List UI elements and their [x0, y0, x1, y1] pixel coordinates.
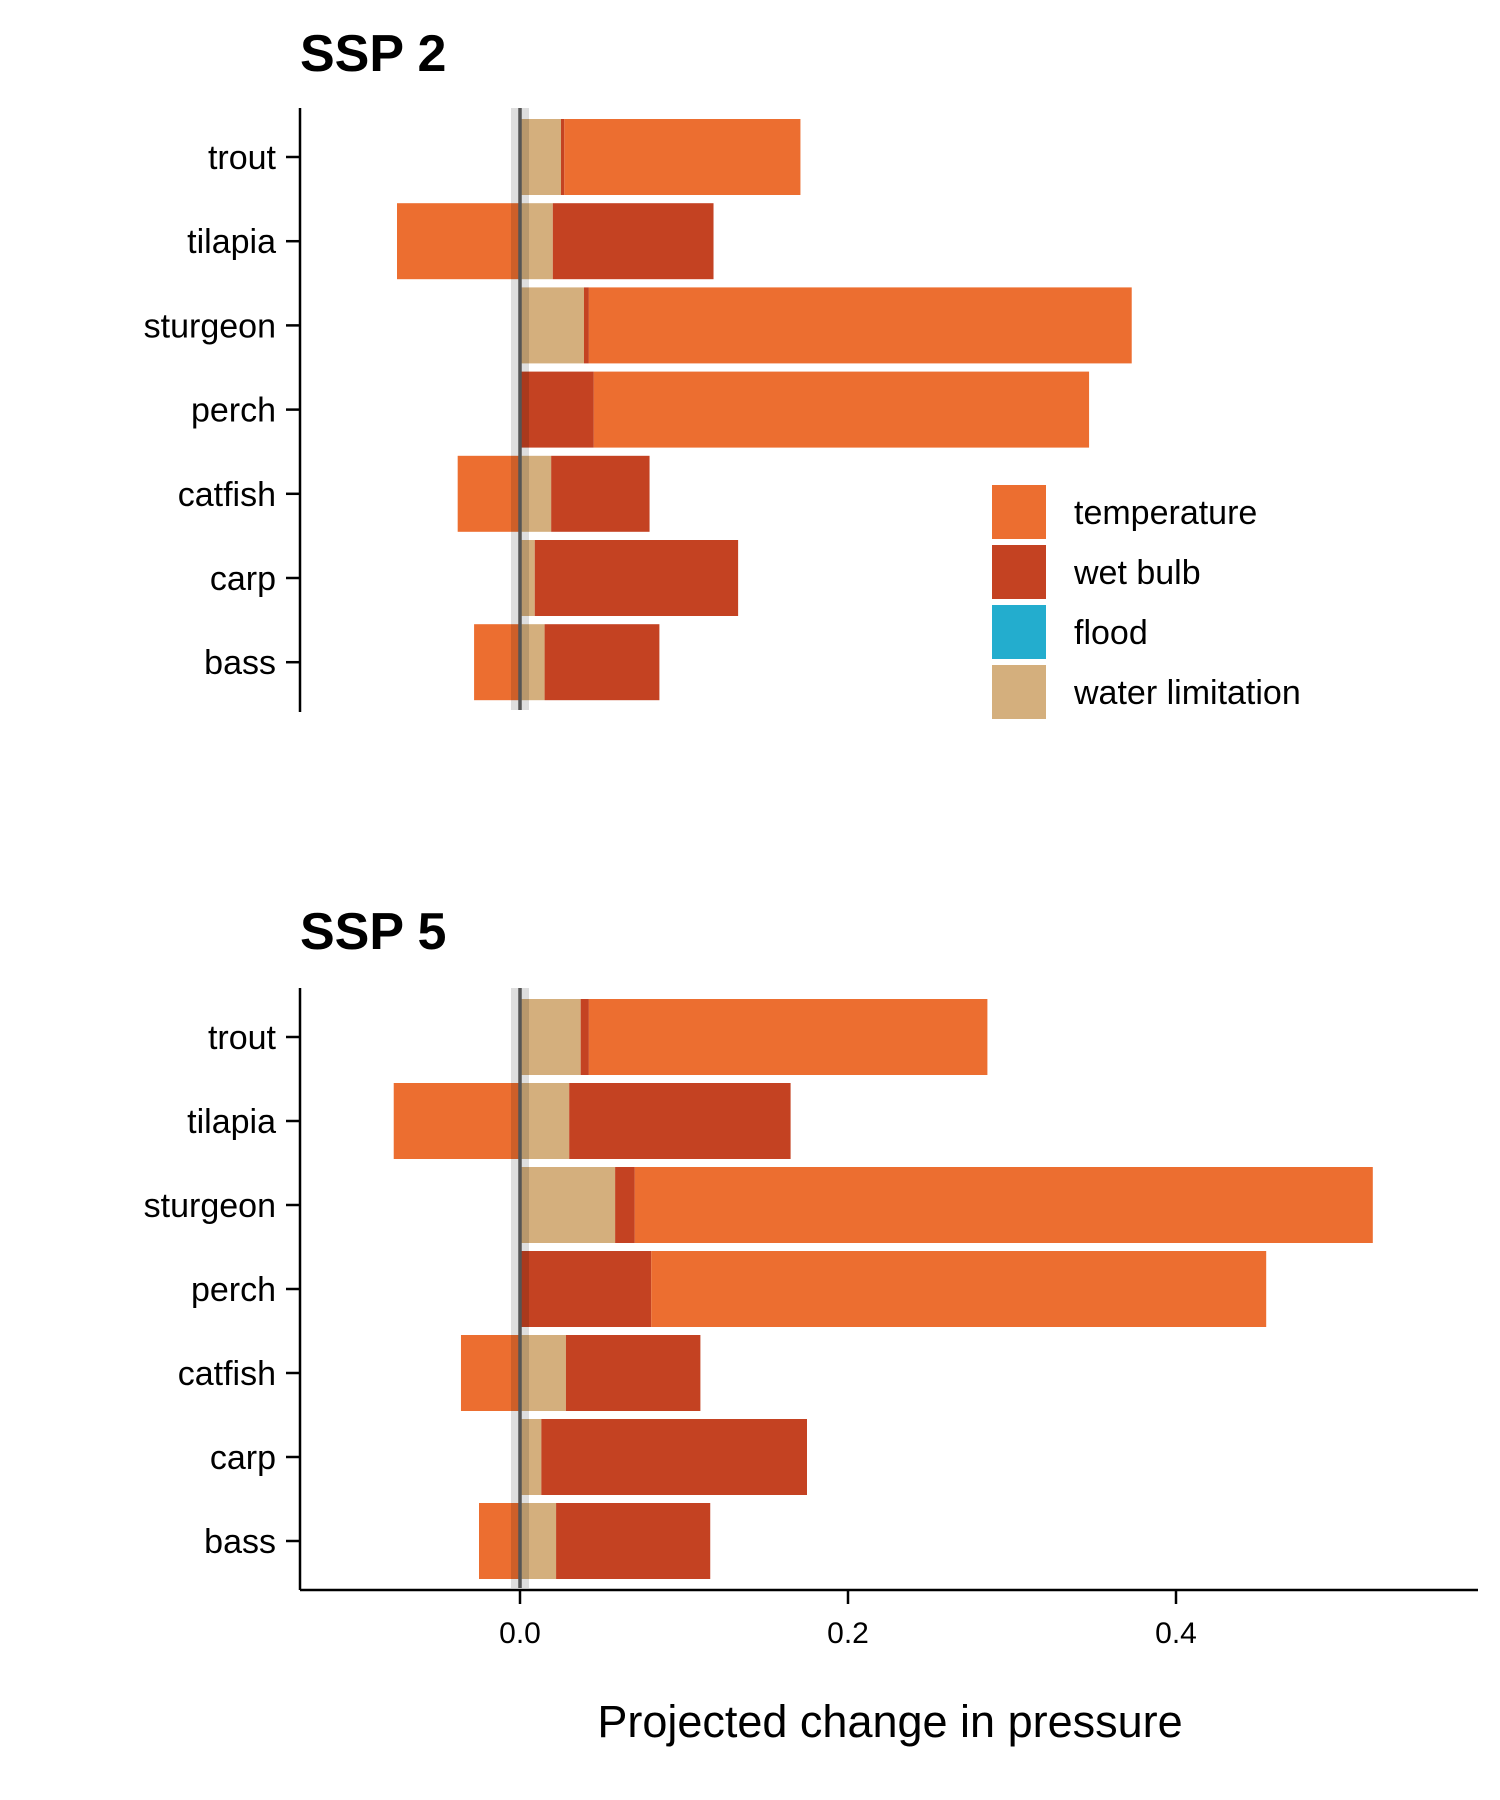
- x-tick-label: 0.4: [1155, 1617, 1197, 1650]
- x-tick-label: 0.0: [499, 1617, 541, 1650]
- legend: temperature wet bulb flood water limitation: [992, 485, 1301, 719]
- panel-title: SSP 2: [300, 25, 446, 83]
- bar-bass-wet-bulb: [556, 1503, 711, 1579]
- bar-sturgeon-temperature: [588, 287, 1132, 364]
- bar-tilapia-water-limitation: [520, 203, 553, 280]
- bar-trout-temperature: [564, 119, 801, 195]
- category-label-sturgeon: sturgeon: [144, 307, 276, 345]
- bar-trout-water-limitation: [520, 999, 581, 1075]
- bar-catfish-wet-bulb: [565, 1335, 701, 1411]
- bar-sturgeon-water-limitation: [520, 287, 584, 364]
- bar-carp-wet-bulb: [541, 1419, 807, 1495]
- bar-trout-wet-bulb: [561, 119, 565, 195]
- bar-trout-temperature: [588, 999, 988, 1075]
- legend-swatch-temperature: [992, 485, 1046, 539]
- bar-sturgeon-temperature: [634, 1167, 1373, 1243]
- category-label-trout: trout: [208, 1019, 277, 1057]
- bar-catfish-temperature: [460, 1335, 520, 1411]
- legend-label-wet-bulb: wet bulb: [1073, 554, 1201, 592]
- legend-label-temperature: temperature: [1074, 494, 1257, 532]
- bar-carp-water-limitation: [520, 1419, 542, 1495]
- bar-tilapia-wet-bulb: [569, 1083, 791, 1159]
- legend-swatch-water-limitation: [992, 665, 1046, 719]
- bar-bass-temperature: [479, 1503, 520, 1579]
- bar-bass-wet-bulb: [544, 624, 660, 701]
- bar-carp-water-limitation: [520, 540, 535, 616]
- bar-trout-wet-bulb: [580, 999, 589, 1075]
- category-label-trout: trout: [208, 139, 277, 177]
- bar-perch-temperature: [651, 1251, 1267, 1327]
- panel-title: SSP 5: [300, 903, 446, 961]
- legend-swatch-flood: [992, 605, 1046, 659]
- x-axis-title: Projected change in pressure: [597, 1696, 1182, 1747]
- bar-perch-temperature: [593, 371, 1090, 448]
- category-label-perch: perch: [191, 1271, 276, 1309]
- bar-carp-wet-bulb: [534, 540, 739, 616]
- legend-label-water-limitation: water limitation: [1073, 674, 1301, 712]
- bars: [393, 999, 1373, 1579]
- bar-tilapia-water-limitation: [520, 1083, 570, 1159]
- bar-catfish-wet-bulb: [551, 455, 650, 532]
- x-tick-label: 0.2: [827, 1617, 869, 1650]
- bar-bass-temperature: [474, 624, 520, 701]
- bar-bass-water-limitation: [520, 624, 545, 701]
- category-label-bass: bass: [204, 644, 276, 682]
- bar-bass-water-limitation: [520, 1503, 557, 1579]
- category-label-tilapia: tilapia: [187, 223, 276, 261]
- category-label-catfish: catfish: [178, 1355, 276, 1393]
- bar-sturgeon-water-limitation: [520, 1167, 616, 1243]
- panel-ssp5: SSP 5 trout tilapia sturgeon perch catfish ca…: [144, 903, 1373, 1590]
- bar-perch-wet-bulb: [520, 1251, 652, 1327]
- bar-tilapia-temperature: [393, 1083, 520, 1159]
- category-label-catfish: catfish: [178, 476, 276, 514]
- legend-label-flood: flood: [1074, 614, 1148, 652]
- bar-sturgeon-wet-bulb: [615, 1167, 635, 1243]
- bar-perch-wet-bulb: [520, 371, 594, 448]
- bars: [397, 119, 1132, 701]
- category-label-sturgeon: sturgeon: [144, 1187, 276, 1225]
- x-axis: 0.0 0.2 0.4: [300, 1588, 1478, 1650]
- panel-ssp2: SSP 2 trout tilapia sturgeon perch catfish ca…: [144, 25, 1132, 712]
- bar-tilapia-temperature: [397, 203, 520, 280]
- bar-tilapia-wet-bulb: [552, 203, 714, 280]
- category-label-carp: carp: [210, 1439, 276, 1477]
- bar-catfish-temperature: [457, 455, 520, 532]
- category-label-perch: perch: [191, 392, 276, 430]
- category-label-bass: bass: [204, 1523, 276, 1561]
- bar-catfish-water-limitation: [520, 455, 552, 532]
- bar-sturgeon-wet-bulb: [583, 287, 589, 364]
- category-label-tilapia: tilapia: [187, 1103, 276, 1141]
- bar-catfish-water-limitation: [520, 1335, 566, 1411]
- category-label-carp: carp: [210, 560, 276, 598]
- bar-trout-water-limitation: [520, 119, 561, 195]
- legend-swatch-wet-bulb: [992, 545, 1046, 599]
